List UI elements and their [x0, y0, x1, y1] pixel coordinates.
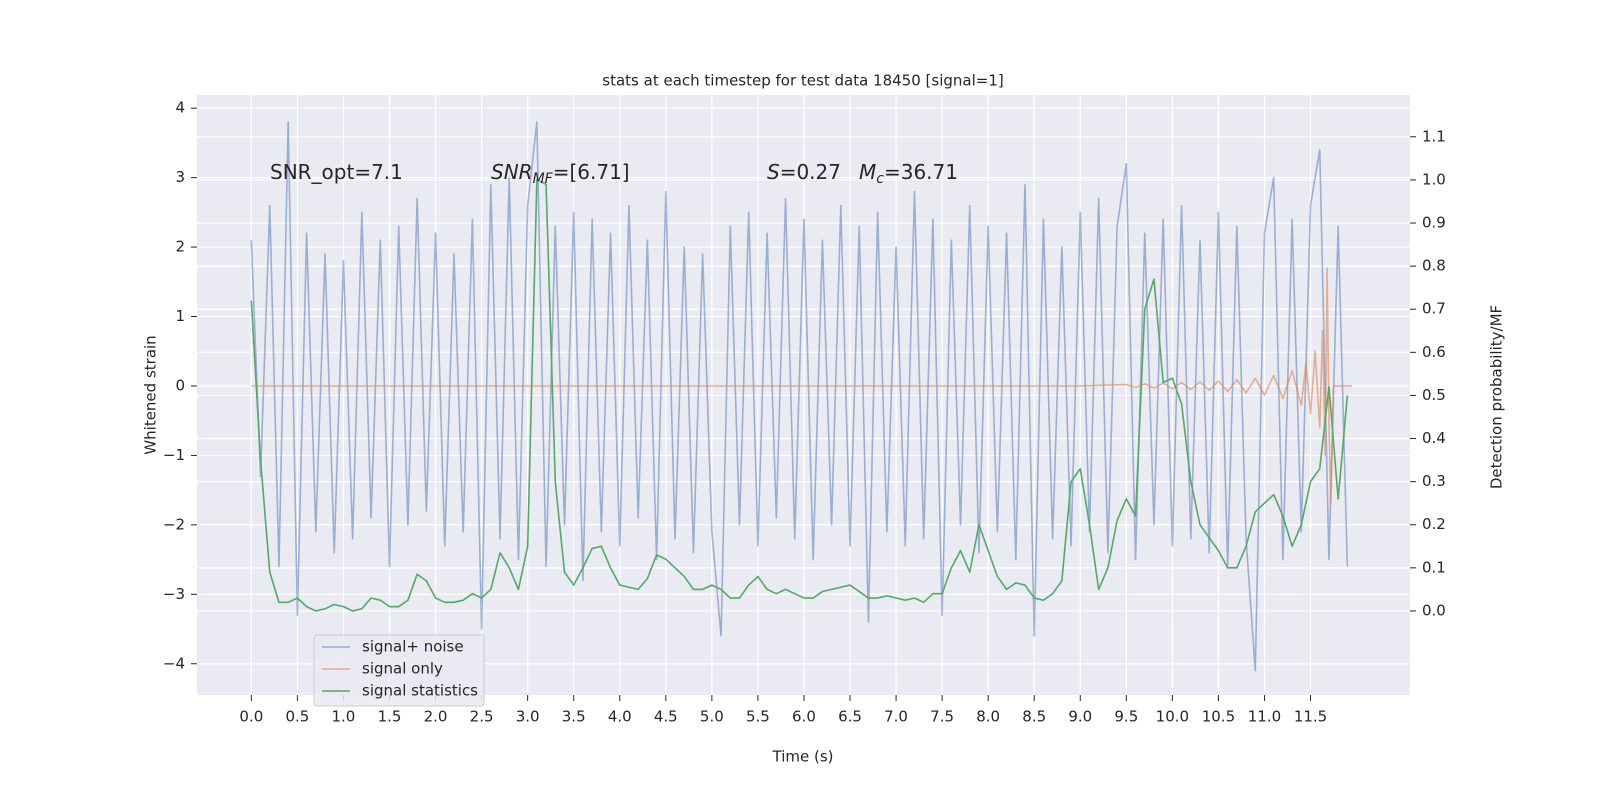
x-tick-label: 1.5 [378, 708, 402, 726]
annotation-subscript: c [876, 171, 884, 187]
y2-tick-label: 0.2 [1422, 515, 1446, 533]
annotation: S=0.27 [767, 160, 841, 184]
x-tick-label: 4.0 [608, 708, 632, 726]
y-tick-label: 2 [175, 238, 185, 256]
x-tick-label: 11.0 [1248, 708, 1281, 726]
x-tick-label: 7.5 [930, 708, 954, 726]
annotation: Mc=36.71 [859, 160, 958, 188]
y2-tick-label: 0.8 [1422, 257, 1446, 275]
x-tick-label: 10.5 [1202, 708, 1235, 726]
y-tick-label: 1 [175, 307, 185, 325]
annotation: SNRMF=[6.71] [491, 160, 630, 188]
legend-label: signal statistics [362, 682, 478, 700]
x-tick-label: 4.5 [654, 708, 678, 726]
x-tick-label: 6.0 [792, 708, 816, 726]
y2-tick-label: 0.0 [1422, 601, 1446, 619]
y-tick-label: 4 [175, 99, 185, 117]
y2-tick-label: 1.0 [1422, 170, 1446, 188]
annotation-symbol: M [859, 160, 876, 184]
y-tick-label: 3 [175, 168, 185, 186]
x-tick-label: 0.0 [239, 708, 263, 726]
y2-tick-label: 0.9 [1422, 214, 1446, 232]
x-tick-label: 8.0 [976, 708, 1000, 726]
y2-tick-label: 1.1 [1422, 127, 1446, 145]
x-tick-label: 7.0 [884, 708, 908, 726]
x-tick-label: 1.0 [332, 708, 356, 726]
series-line [251, 267, 1352, 505]
series-line [250, 121, 1349, 672]
y2-tick-label: 0.4 [1422, 429, 1446, 447]
y-tick-label: −2 [163, 515, 185, 533]
x-tick-label: 5.5 [746, 708, 770, 726]
legend-label: signal only [362, 660, 443, 678]
annotation: SNR_opt=7.1 [270, 160, 403, 184]
annotation-symbol: SNR [491, 160, 533, 184]
annotation-value: =[6.71] [553, 160, 630, 184]
legend-label: signal+ noise [362, 638, 464, 656]
x-tick-label: 3.0 [516, 708, 540, 726]
x-tick-label: 10.0 [1156, 708, 1189, 726]
x-tick-label: 2.5 [470, 708, 494, 726]
legend: signal+ noise signal only signal statistic… [313, 634, 485, 707]
x-tick-label: 0.5 [285, 708, 309, 726]
x-tick-label: 9.5 [1114, 708, 1138, 726]
series-line [250, 179, 1349, 612]
x-tick-label: 6.5 [838, 708, 862, 726]
x-tick-label: 8.5 [1022, 708, 1046, 726]
x-tick-label: 11.5 [1294, 708, 1327, 726]
y2-tick-label: 0.5 [1422, 386, 1446, 404]
x-tick-label: 3.5 [562, 708, 586, 726]
y-tick-label: −3 [163, 585, 185, 603]
annotation-subscript: MF [533, 171, 554, 187]
y2-tick-label: 0.7 [1422, 300, 1446, 318]
annotation-text: SNR_opt=7.1 [270, 160, 403, 184]
y2-tick-label: 0.3 [1422, 472, 1446, 490]
x-axis-label: Time (s) [772, 748, 834, 766]
x-tick-label: 5.0 [700, 708, 724, 726]
annotation-value: =36.71 [884, 160, 958, 184]
y-tick-label: −1 [163, 446, 185, 464]
x-tick-label: 9.0 [1068, 708, 1092, 726]
y-axis-label: Whitened strain [142, 335, 160, 454]
annotation-symbol: S [767, 160, 780, 184]
y-tick-label: 0 [175, 376, 185, 394]
y2-tick-label: 0.6 [1422, 343, 1446, 361]
annotation-value: =0.27 [780, 160, 841, 184]
legend-box [313, 634, 485, 707]
chart-title: stats at each timestep for test data 184… [602, 72, 1003, 90]
y2-axis-label: Detection probability/MF [1488, 305, 1506, 489]
y-tick-label: −4 [163, 654, 185, 672]
y2-tick-label: 0.1 [1422, 558, 1446, 576]
x-tick-label: 2.0 [424, 708, 448, 726]
